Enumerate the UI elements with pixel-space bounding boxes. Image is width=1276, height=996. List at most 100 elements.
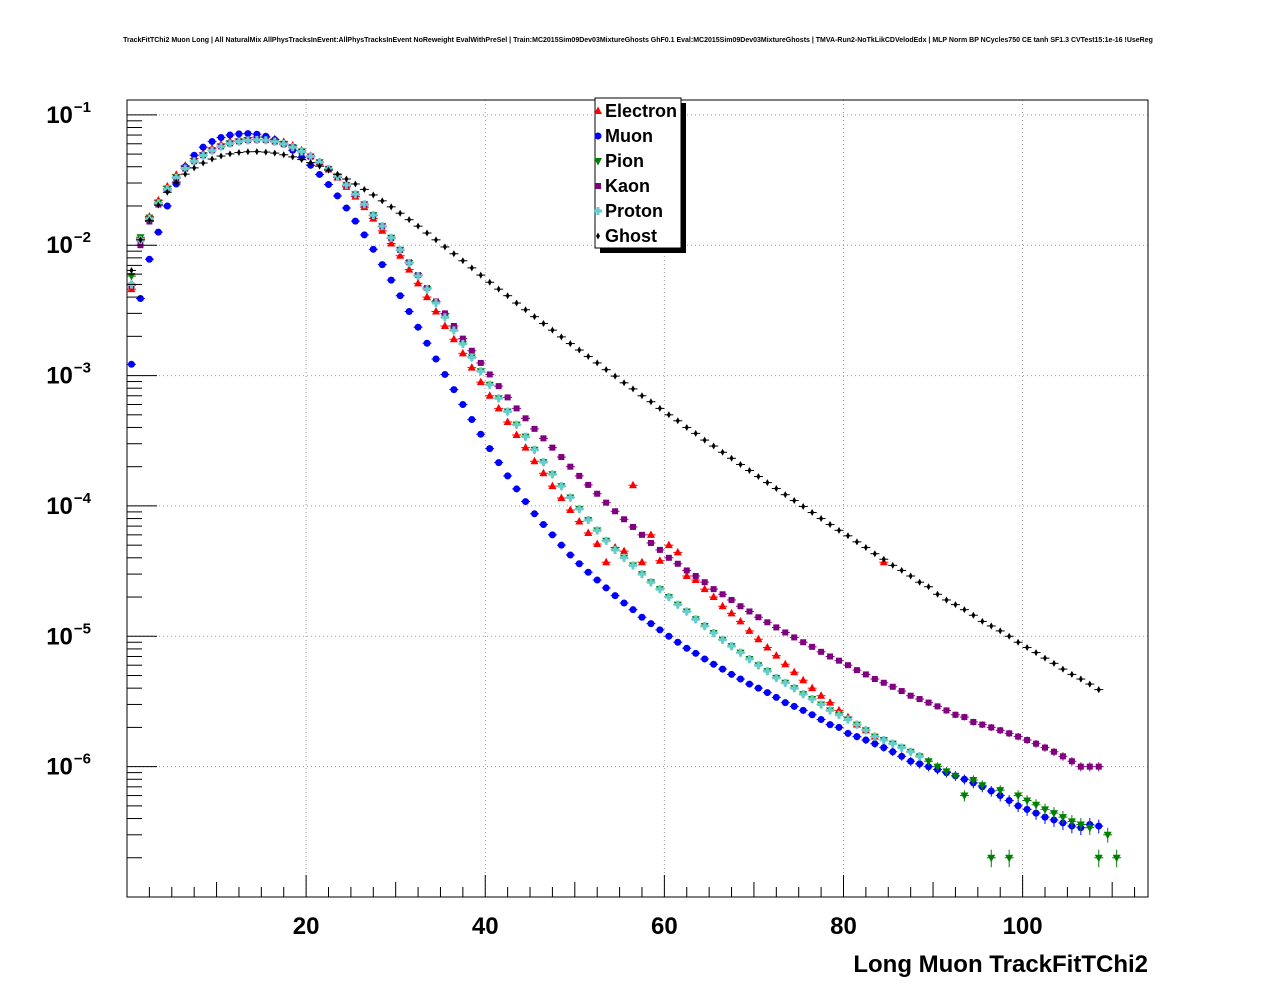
point-marker [378, 222, 387, 231]
point-marker [790, 684, 799, 693]
point-marker [646, 578, 655, 587]
point-marker [924, 758, 933, 766]
point-marker [710, 660, 718, 668]
point-marker [754, 634, 763, 643]
point-marker [486, 371, 493, 378]
point-marker [646, 530, 655, 538]
point-marker [693, 429, 698, 437]
point-marker [845, 532, 850, 540]
point-marker [828, 521, 833, 529]
point-marker [602, 584, 610, 592]
point-marker [1069, 670, 1074, 678]
point-marker [1068, 758, 1075, 765]
point-marker [728, 596, 735, 603]
point-marker [709, 628, 718, 637]
point-marker [405, 259, 414, 268]
point-marker [647, 620, 655, 628]
point-marker [637, 557, 646, 566]
point-marker [604, 366, 609, 374]
point-marker [387, 276, 395, 284]
point-marker [702, 436, 707, 444]
point-marker [469, 264, 474, 272]
point-marker [1086, 763, 1093, 770]
point-marker [1085, 824, 1094, 833]
point-marker [1042, 744, 1049, 751]
point-marker [254, 148, 259, 156]
point-marker [1015, 733, 1022, 740]
point-marker [728, 670, 736, 678]
point-marker [371, 191, 376, 199]
point-marker [881, 555, 886, 563]
y-tick-label: 10−2 [46, 229, 91, 259]
point-marker [620, 546, 629, 555]
point-marker [620, 599, 628, 607]
point-marker [1095, 822, 1103, 830]
point-marker [711, 442, 716, 450]
point-marker [594, 207, 602, 215]
point-marker [664, 540, 673, 549]
point-marker [809, 643, 816, 650]
point-marker [566, 493, 575, 502]
point-marker [826, 698, 835, 706]
point-marker [596, 232, 600, 240]
point-marker [622, 379, 627, 387]
point-marker [970, 719, 977, 726]
point-marker [531, 510, 539, 518]
point-marker [852, 720, 861, 729]
legend-label: Kaon [605, 176, 650, 196]
point-marker [316, 170, 324, 178]
point-marker [1059, 753, 1066, 760]
point-marker [655, 556, 664, 564]
point-marker [691, 615, 700, 624]
point-marker [243, 136, 252, 145]
point-marker [898, 688, 905, 695]
point-marker [261, 136, 270, 145]
point-marker [772, 693, 780, 701]
point-marker [888, 739, 897, 748]
point-marker [576, 472, 583, 479]
point-marker [468, 347, 475, 354]
point-marker [513, 485, 521, 493]
point-marker [719, 665, 727, 673]
point-marker [1023, 797, 1032, 805]
point-marker [648, 398, 653, 406]
point-marker [584, 528, 593, 536]
point-marker [154, 228, 162, 236]
point-marker [557, 541, 565, 549]
point-marker [1014, 792, 1023, 801]
point-marker [594, 132, 602, 140]
point-marker [362, 185, 367, 193]
point-marker [934, 703, 941, 710]
point-marker [172, 173, 181, 182]
point-marker [817, 700, 826, 709]
point-marker [683, 567, 690, 574]
point-marker [234, 137, 243, 146]
point-marker [326, 166, 331, 174]
point-marker [315, 158, 324, 167]
point-marker [1050, 816, 1058, 824]
point-marker [799, 706, 807, 714]
point-marker [440, 321, 449, 330]
point-marker [387, 239, 396, 247]
point-marker [1016, 638, 1021, 646]
point-marker [199, 143, 207, 151]
point-marker [325, 181, 333, 189]
point-marker [853, 667, 860, 674]
point-marker [585, 481, 592, 488]
point-marker [978, 782, 987, 790]
point-marker [210, 155, 215, 163]
point-marker [935, 590, 940, 598]
point-marker [183, 170, 188, 178]
point-marker [747, 466, 752, 474]
point-marker [682, 607, 691, 616]
point-marker [272, 149, 277, 157]
point-marker [979, 721, 986, 728]
legend-entry-electron: Electron [594, 101, 677, 121]
point-marker [423, 285, 432, 294]
point-marker [540, 435, 547, 442]
point-marker [138, 236, 143, 244]
point-marker [629, 606, 637, 614]
point-marker [943, 707, 950, 714]
point-marker [521, 432, 530, 441]
